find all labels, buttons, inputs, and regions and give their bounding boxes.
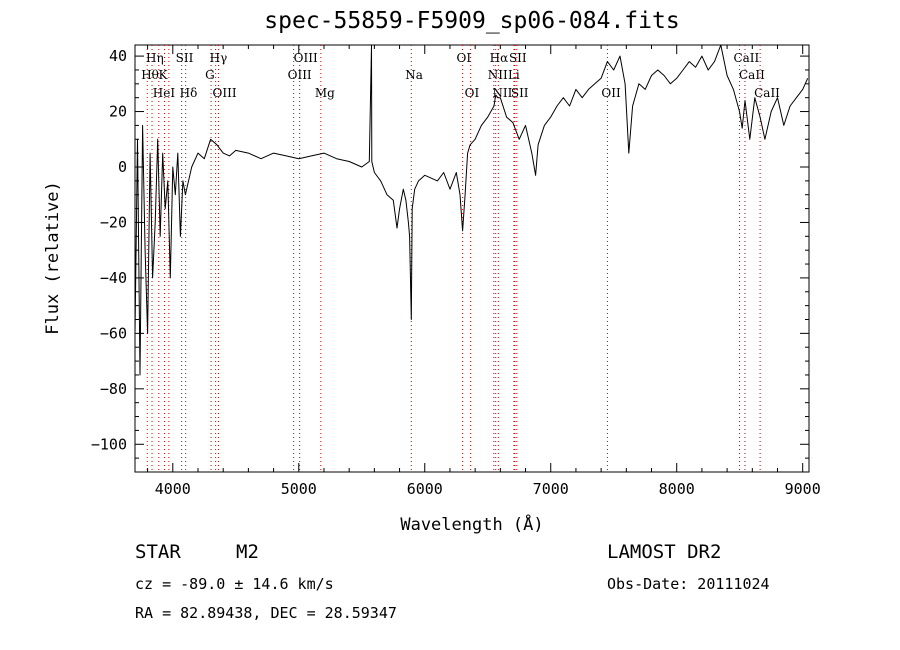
x-axis-label: Wavelength (Å) [400,513,543,535]
y-tick-label--20: −20 [100,213,127,231]
y-tick-label-20: 20 [109,103,127,121]
line-label-10: OIII [288,68,312,82]
line-label-21: OII [601,86,621,100]
line-label-17: NII [488,68,508,82]
line-label-6: Hγ [210,51,228,65]
y-tick-label--80: −80 [100,380,127,398]
x-tick-label-8000: 8000 [659,480,695,498]
spectrum-chart: 4000 5000 6000 7000 8000 9000 −100 −80 −60 −40 −2… [43,44,821,535]
line-label-22: CaII [733,51,759,65]
survey-name: LAMOST DR2 [607,541,722,563]
x-tick-label-7000: 7000 [533,480,569,498]
line-label-2: HeI [153,86,176,100]
line-label-3: SII [176,51,194,65]
line-label-11: Mg [315,86,335,100]
obs-date: Obs-Date: 20111024 [607,575,770,593]
line-label-16: SII [509,51,527,65]
line-label-13: OI [457,51,472,65]
line-label-19: NII [492,86,512,100]
y-axis: −100 −80 −60 −40 −20 0 20 40 [91,47,809,459]
line-label-12: Na [405,68,423,82]
x-tick-label-9000: 9000 [785,480,821,498]
x-tick-label-4000: 4000 [155,480,191,498]
x-axis: 4000 5000 6000 7000 8000 9000 [147,45,821,498]
line-label-24: CaII [754,86,780,100]
y-tick-label--40: −40 [100,269,127,287]
line-label-1: Hθ [141,68,159,82]
line-label-5: Hδ [180,86,198,100]
line-label-7: G [205,68,215,82]
line-label-8: OIII [213,86,237,100]
chart-title: spec-55859-F5909_sp06-084.fits [264,8,680,34]
line-label-20: SII [511,86,529,100]
object-class: STAR [135,541,181,563]
y-tick-label--60: −60 [100,324,127,342]
line-label-4: K [158,68,168,82]
line-label-0: Hη [146,51,164,65]
y-axis-label: Flux (relative) [43,181,63,335]
x-tick-label-5000: 5000 [281,480,317,498]
spectrum-line-0 [134,44,809,376]
y-tick-label--100: −100 [91,435,127,453]
x-tick-label-6000: 6000 [407,480,443,498]
ra-dec: RA = 82.89438, DEC = 28.59347 [135,604,397,622]
line-label-18: Li [508,68,520,82]
redshift-cz: cz = -89.0 ± 14.6 km/s [135,575,334,593]
marker-lines [146,45,761,472]
y-tick-label-40: 40 [109,47,127,65]
y-tick-label-0: 0 [118,158,127,176]
plot-frame [134,44,810,473]
series-group [134,44,809,376]
object-subclass: M2 [236,541,259,563]
line-label-23: CaII [739,68,765,82]
line-label-9: OIII [294,51,318,65]
line-label-15: Hα [490,51,509,65]
line-label-14: OI [465,86,480,100]
